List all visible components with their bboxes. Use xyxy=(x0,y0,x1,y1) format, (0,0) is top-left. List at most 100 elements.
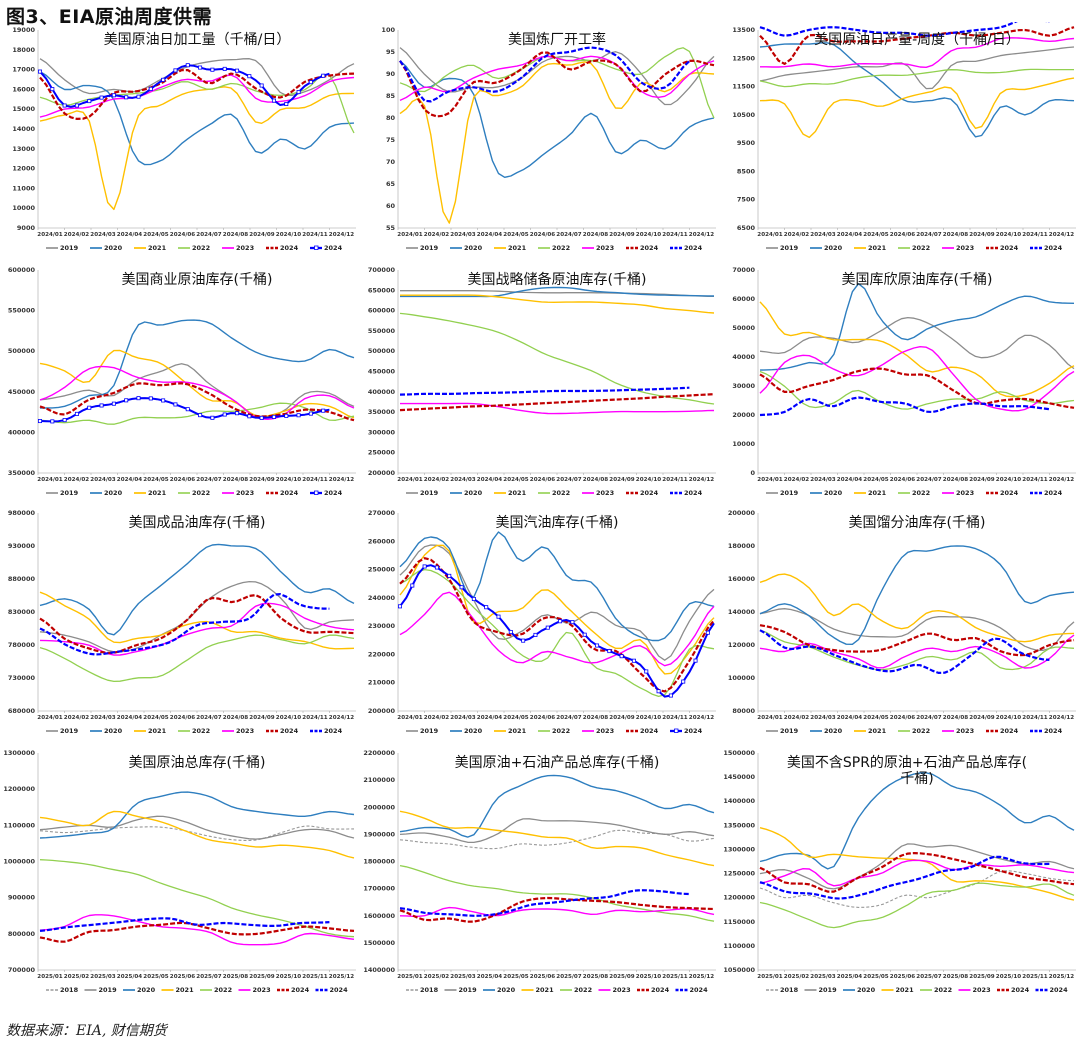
x-tick-label: 2024/11 xyxy=(302,232,328,238)
x-tick-label: 2024/06 xyxy=(530,715,556,721)
series-marker xyxy=(38,69,43,74)
svg-text:2020: 2020 xyxy=(464,489,483,497)
x-tick-label: 2025/07 xyxy=(196,974,222,980)
series-line-2023-magenta xyxy=(760,37,1075,68)
series-line-2024-red-dash xyxy=(39,69,355,120)
y-tick-label: 930000 xyxy=(8,542,36,550)
y-tick-label: 780000 xyxy=(8,641,36,649)
chart-spr-stocks: 200000 250000 300000 350000 400000 450000 5000… xyxy=(360,262,720,507)
svg-text:2020: 2020 xyxy=(104,244,123,252)
x-tick-label: 2024/02 xyxy=(64,232,90,238)
legend-item: 2024 xyxy=(670,244,703,252)
x-tick-label: 2024/09 xyxy=(969,715,995,721)
x-tick-label: 2024/09 xyxy=(249,477,275,483)
x-tick-label: 2025/02 xyxy=(784,974,810,980)
y-tick-label: 50000 xyxy=(732,324,755,332)
svg-text:2023: 2023 xyxy=(956,489,974,497)
y-tick-label: 600000 xyxy=(8,266,36,274)
y-tick-label: 10000 xyxy=(12,204,35,212)
x-tick-label: 2024/05 xyxy=(863,477,889,483)
x-tick-label: 2024/12 xyxy=(329,715,355,721)
legend-item: 2022 xyxy=(560,986,592,994)
x-tick-label: 2024/01 xyxy=(37,232,63,238)
legend-item: 2021 xyxy=(494,244,527,252)
legend-item: 2019 xyxy=(406,727,439,735)
legend-item: 2023 xyxy=(222,489,254,497)
legend-item: 2020 xyxy=(123,986,156,994)
chart-total-crude-stocks: 700000 800000 900000 1000000 1100000 1200000 1… xyxy=(0,745,360,1020)
legend-item: 2021 xyxy=(134,244,167,252)
x-tick-label: 2025/03 xyxy=(90,974,116,980)
series-line-2024-red-dash xyxy=(759,624,1075,657)
x-tick-label: 2024/06 xyxy=(170,715,196,721)
y-tick-label: 15000 xyxy=(12,105,35,113)
svg-text:2019: 2019 xyxy=(459,986,478,994)
legend-item: 2024 xyxy=(1030,727,1063,735)
series-marker xyxy=(558,619,563,624)
x-tick-label: 2024/09 xyxy=(609,232,635,238)
x-tick-label: 2025/09 xyxy=(609,974,635,980)
svg-text:2023: 2023 xyxy=(236,489,254,497)
svg-text:2021: 2021 xyxy=(148,244,167,252)
legend-item: 2018 xyxy=(766,986,799,994)
legend-item: 2019 xyxy=(46,244,79,252)
svg-text:2022: 2022 xyxy=(912,244,930,252)
svg-text:2024: 2024 xyxy=(1000,727,1019,735)
x-tick-label: 2024/10 xyxy=(276,232,302,238)
series-marker xyxy=(619,654,624,659)
series-marker xyxy=(62,103,67,108)
svg-text:2024: 2024 xyxy=(640,244,659,252)
y-tick-label: 800000 xyxy=(8,930,36,938)
x-tick-label: 2024/02 xyxy=(64,715,90,721)
x-tick-label: 2024/10 xyxy=(996,477,1022,483)
series-line-2021-orange xyxy=(759,77,1075,139)
legend-item: 2021 xyxy=(854,244,887,252)
y-tick-label: 1100000 xyxy=(3,821,35,829)
x-tick-label: 2024/05 xyxy=(143,715,169,721)
legend-item: 2019 xyxy=(766,244,799,252)
y-tick-label: 100 xyxy=(381,26,395,34)
legend-item: 2020 xyxy=(450,727,483,735)
x-tick-label: 2025/08 xyxy=(223,974,249,980)
series-marker xyxy=(459,585,464,590)
chart-distillate-stocks: 80000 100000 120000 140000 160000 180000 20000… xyxy=(720,505,1080,745)
series-line-2021-orange xyxy=(399,810,715,867)
y-tick-label: 700000 xyxy=(8,966,36,974)
series-line-2023-magenta xyxy=(759,346,1075,412)
legend-item: 2024 xyxy=(266,727,299,735)
y-tick-label: 260000 xyxy=(368,537,396,545)
y-tick-label: 200000 xyxy=(368,707,396,715)
x-tick-label: 2024/08 xyxy=(583,232,609,238)
y-tick-label: 70000 xyxy=(732,266,755,274)
y-tick-label: 980000 xyxy=(8,509,36,517)
chart-crude-plus-products-stocks: 1400000 1500000 1600000 1700000 1800000 19000… xyxy=(360,745,720,1020)
y-tick-label: 350000 xyxy=(8,469,36,477)
x-tick-label: 2024/03 xyxy=(90,715,116,721)
x-tick-label: 2024/02 xyxy=(64,477,90,483)
legend-item: 2024 xyxy=(670,489,703,497)
series-marker xyxy=(74,411,79,416)
legend-item: 2024 xyxy=(277,986,310,994)
series-line-2024-blue-dash xyxy=(399,46,691,103)
x-tick-label: 2024/12 xyxy=(1049,715,1075,721)
series-line-2020-blue xyxy=(399,531,715,642)
x-tick-label: 2024/03 xyxy=(90,477,116,483)
x-tick-label: 2024/01 xyxy=(397,715,423,721)
svg-text:2021: 2021 xyxy=(176,986,195,994)
series-marker xyxy=(235,68,240,73)
svg-text:2023: 2023 xyxy=(596,727,614,735)
series-line-2020-blue xyxy=(39,791,355,839)
x-tick-label: 2024/11 xyxy=(662,477,688,483)
series-marker xyxy=(644,669,649,674)
y-tick-label: 1500000 xyxy=(363,939,395,947)
series-marker xyxy=(136,94,141,99)
x-tick-label: 2024/08 xyxy=(223,477,249,483)
series-line-2024-red-dash xyxy=(399,51,715,118)
y-tick-label: 1350000 xyxy=(723,821,755,829)
svg-text:2020: 2020 xyxy=(104,727,123,735)
x-tick-label: 2024/11 xyxy=(1022,232,1048,238)
series-line-2021-orange xyxy=(39,591,355,650)
series-marker xyxy=(247,414,252,419)
chart-title: 美国战略储备原油库存(千桶) xyxy=(468,271,647,288)
legend-item: 2023 xyxy=(222,244,254,252)
